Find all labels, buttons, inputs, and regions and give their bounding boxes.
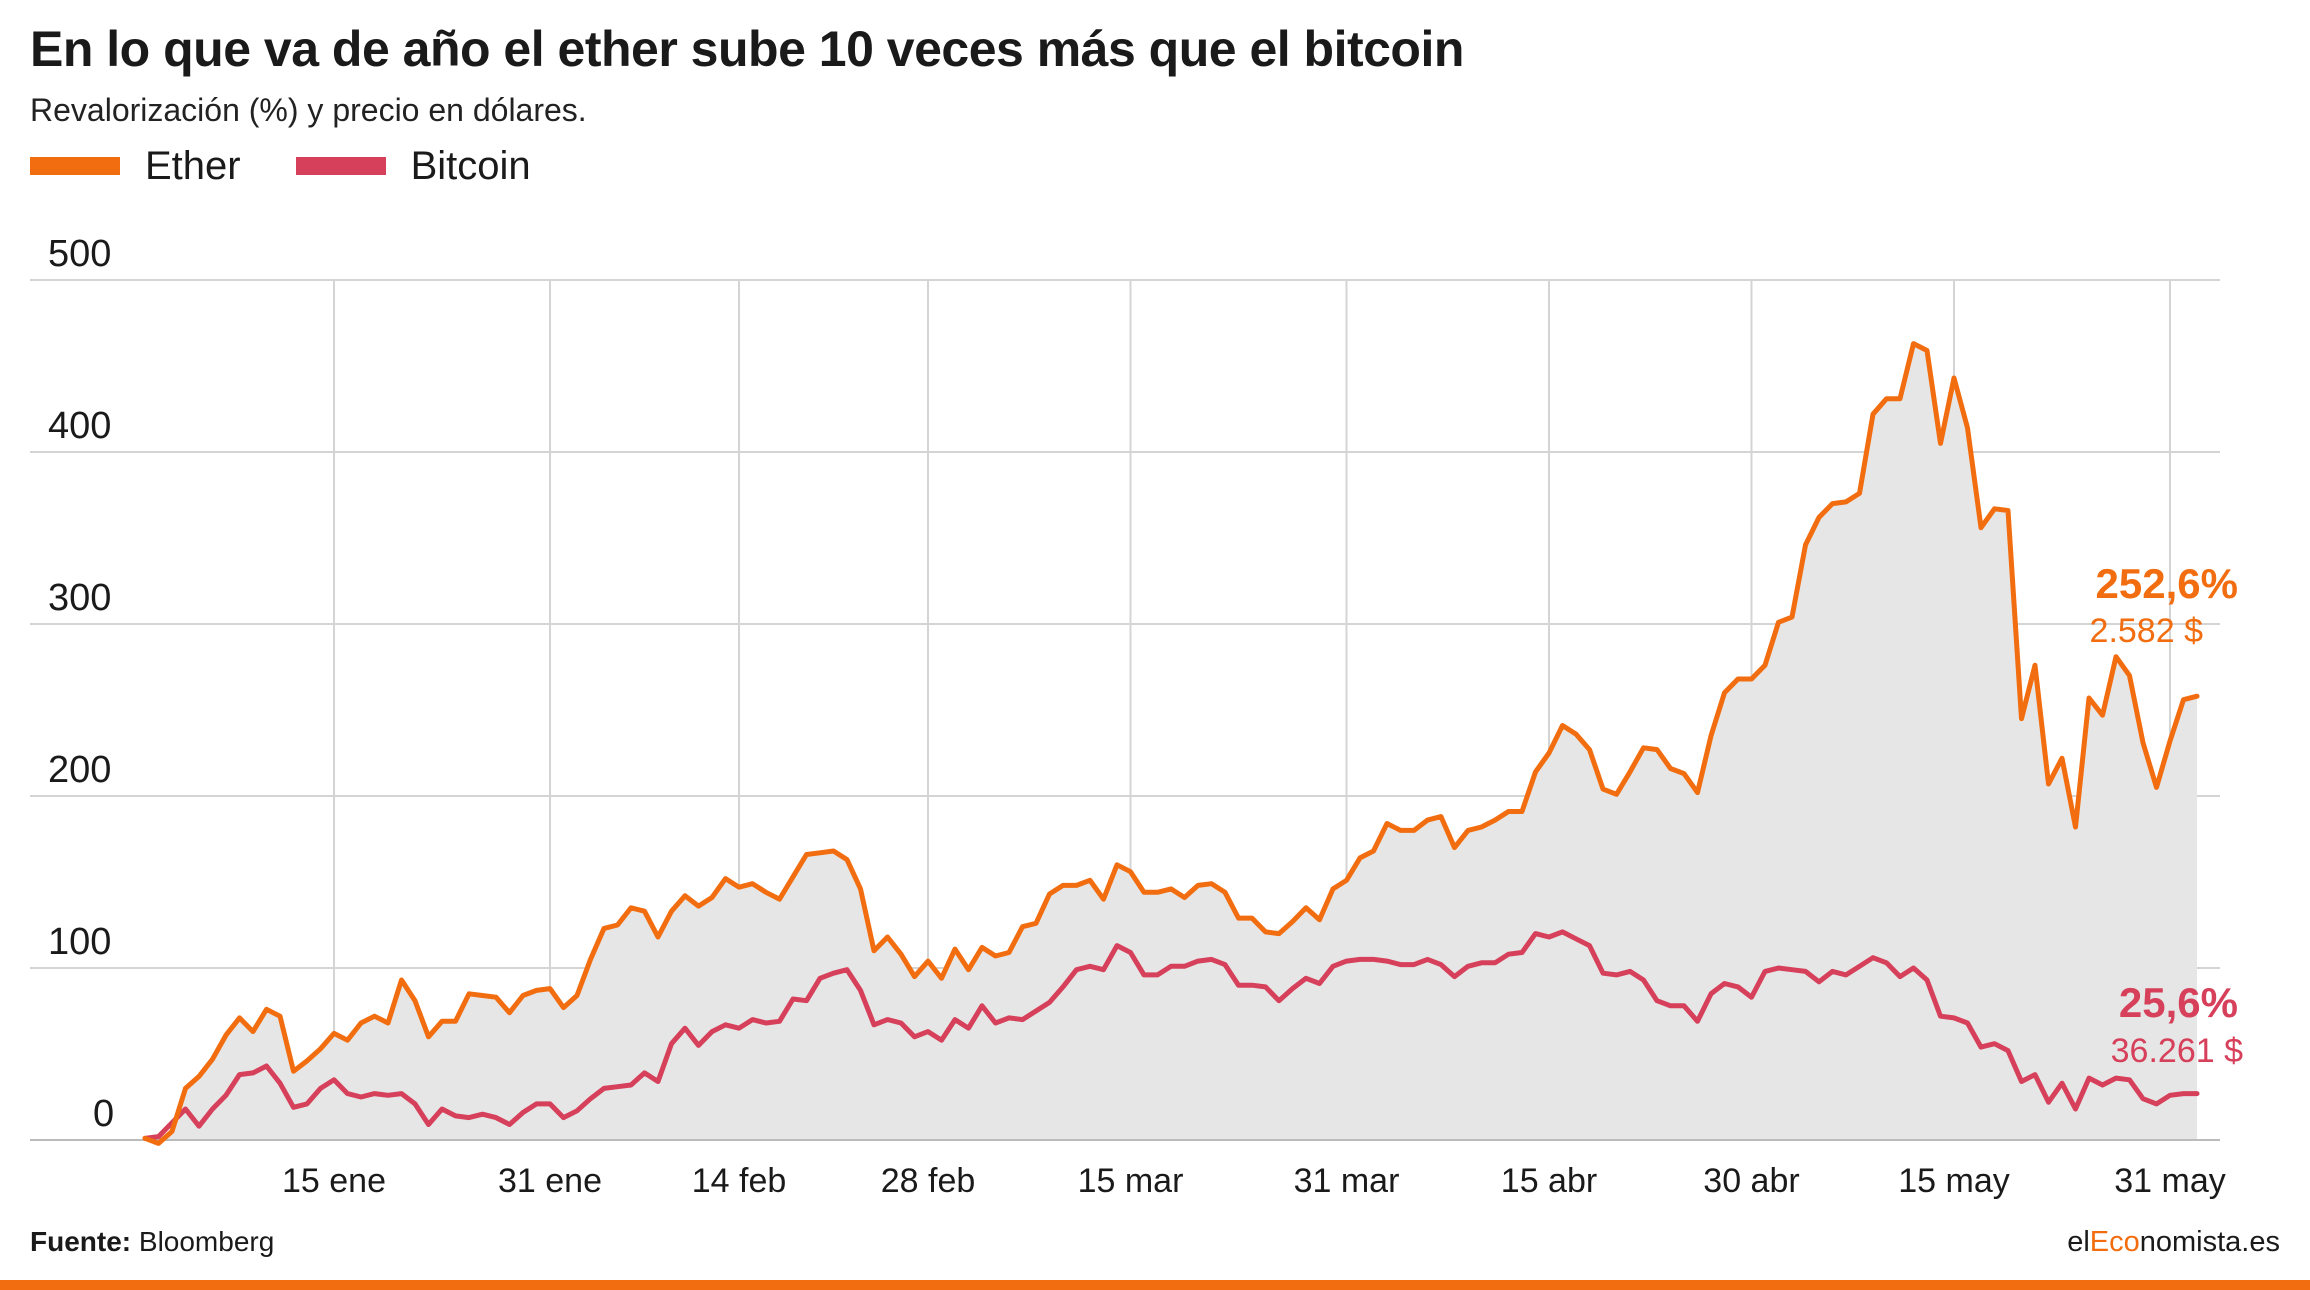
x-tick-labels: 15 ene 31 ene 14 feb 28 feb 15 mar 31 mar 15 a…: [282, 1162, 2226, 1200]
source-note: Fuente: Bloomberg: [30, 1226, 274, 1258]
bitcoin-end-value-label: 25,6%: [2119, 979, 2238, 1026]
legend-swatch-ether: [30, 157, 120, 175]
ether-area-fill: [145, 343, 2197, 1144]
source-value: Bloomberg: [138, 1226, 275, 1257]
legend-item-ether: Ether: [30, 144, 241, 189]
chart-title: En lo que va de año el ether sube 10 vec…: [30, 21, 1464, 77]
x-tick-label: 31 ene: [498, 1162, 602, 1200]
brand-suffix: nomista.es: [2139, 1226, 2280, 1258]
y-tick-label: 500: [48, 233, 111, 275]
chart-subtitle: Revalorización (%) y precio en dólares.: [30, 92, 587, 128]
brand-prefix: el: [2067, 1226, 2090, 1258]
legend-swatch-bitcoin: [295, 157, 386, 175]
ether-end-price-label: 2.582 $: [2090, 612, 2204, 650]
legend-label-bitcoin: Bitcoin: [410, 143, 531, 188]
x-tick-label: 15 mar: [1078, 1162, 1184, 1200]
brand-logo: elEconomista.es: [2067, 1226, 2280, 1259]
legend-label-ether: Ether: [145, 143, 241, 188]
bitcoin-series-line: [142, 929, 2200, 1141]
y-tick-label: 200: [48, 749, 111, 791]
legend-item-bitcoin: Bitcoin: [295, 143, 531, 189]
y-tick-labels: 0 100 200 300 400 500: [48, 233, 114, 1135]
y-tick-label: 100: [48, 921, 111, 963]
brand-accent: Eco: [2089, 1226, 2140, 1258]
x-tick-label: 15 ene: [282, 1162, 386, 1200]
ether-series-line: [142, 341, 2200, 1146]
x-tick-label: 31 mar: [1294, 1162, 1400, 1200]
x-tick-label: 30 abr: [1703, 1162, 1799, 1200]
x-tick-label: 31 may: [2114, 1162, 2226, 1200]
y-tick-label: 0: [93, 1093, 114, 1135]
bitcoin-end-price-label: 36.261 $: [2111, 1032, 2243, 1070]
chart-legend: Ether Bitcoin: [30, 140, 586, 192]
x-tick-label: 15 abr: [1501, 1162, 1597, 1200]
footer-accent-bar: [0, 1280, 2310, 1290]
ether-end-value-label: 252,6%: [2096, 560, 2238, 607]
x-tick-label: 15 may: [1898, 1162, 2010, 1200]
source-label: Fuente:: [30, 1226, 132, 1257]
y-tick-label: 300: [48, 577, 111, 619]
y-tick-label: 400: [48, 405, 111, 447]
x-tick-label: 14 feb: [692, 1162, 787, 1200]
x-tick-label: 28 feb: [881, 1162, 976, 1200]
